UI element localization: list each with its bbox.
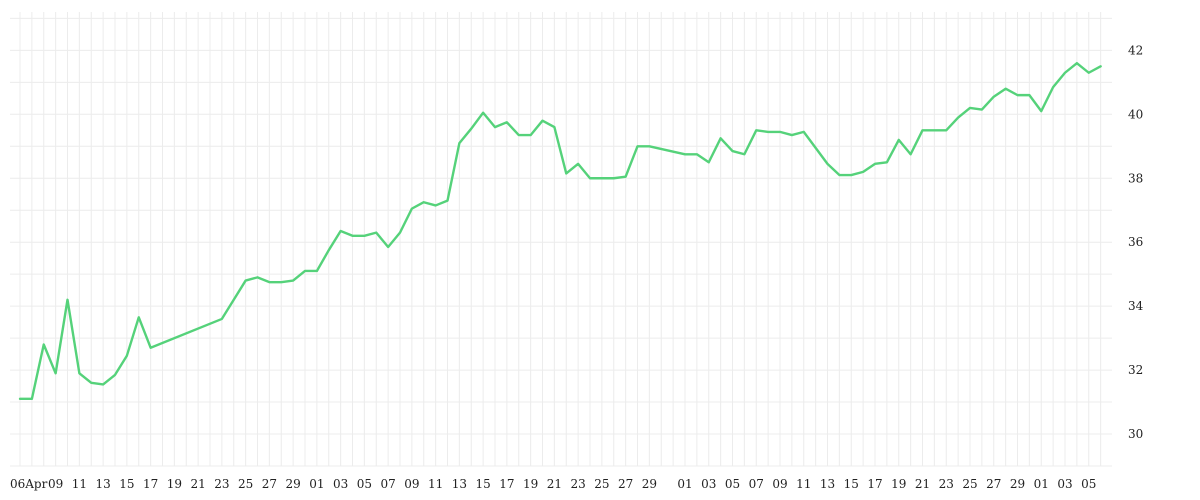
x-tick-label: 13 bbox=[820, 477, 835, 491]
x-tick-label: 17 bbox=[499, 477, 514, 491]
x-tick-label: 25 bbox=[962, 477, 977, 491]
x-tick-label: 07 bbox=[749, 477, 764, 491]
x-tick-label: 27 bbox=[618, 477, 633, 491]
x-tick-label: 19 bbox=[891, 477, 906, 491]
x-tick-label: 29 bbox=[285, 477, 300, 491]
y-tick-label: 32 bbox=[1128, 363, 1143, 377]
y-tick-label: 40 bbox=[1128, 107, 1143, 121]
x-tick-label: 03 bbox=[1057, 477, 1072, 491]
x-tick-label: 03 bbox=[333, 477, 348, 491]
y-tick-label: 42 bbox=[1128, 43, 1143, 57]
x-tick-label: 09 bbox=[772, 477, 787, 491]
x-tick-label: 27 bbox=[262, 477, 277, 491]
x-tick-label: 06Apr bbox=[10, 477, 48, 491]
x-tick-label: 03 bbox=[701, 477, 716, 491]
x-tick-label: 17 bbox=[143, 477, 158, 491]
x-tick-label: 11 bbox=[72, 477, 87, 491]
x-tick-label: 27 bbox=[986, 477, 1001, 491]
x-tick-label: 05 bbox=[725, 477, 740, 491]
x-tick-label: 11 bbox=[796, 477, 811, 491]
x-tick-label: 05 bbox=[1081, 477, 1096, 491]
x-tick-label: 15 bbox=[475, 477, 490, 491]
x-tick-label: 05 bbox=[357, 477, 372, 491]
y-axis: 30 32 34 36 38 40 42 bbox=[1128, 43, 1144, 441]
x-tick-label: 21 bbox=[190, 477, 205, 491]
x-tick-label: 13 bbox=[452, 477, 467, 491]
x-tick-label: 19 bbox=[167, 477, 182, 491]
x-tick-label: 29 bbox=[642, 477, 657, 491]
x-tick-label: 15 bbox=[844, 477, 859, 491]
x-tick-label: 29 bbox=[1010, 477, 1025, 491]
x-tick-label: 09 bbox=[404, 477, 419, 491]
x-tick-label: 01 bbox=[309, 477, 324, 491]
x-tick-label: 25 bbox=[238, 477, 253, 491]
x-tick-label: 01 bbox=[1034, 477, 1049, 491]
x-tick-label: 11 bbox=[428, 477, 443, 491]
y-tick-label: 38 bbox=[1128, 171, 1143, 185]
x-tick-label: 01 bbox=[677, 477, 692, 491]
series-layer bbox=[18, 61, 1102, 401]
x-tick-label: 13 bbox=[95, 477, 110, 491]
x-tick-label: 17 bbox=[867, 477, 882, 491]
x-tick-label: 21 bbox=[547, 477, 562, 491]
grid bbox=[10, 12, 1112, 467]
x-tick-label: 15 bbox=[119, 477, 134, 491]
y-tick-label: 36 bbox=[1128, 235, 1143, 249]
x-tick-label: 23 bbox=[570, 477, 585, 491]
x-tick-label: 23 bbox=[939, 477, 954, 491]
y-tick-label: 30 bbox=[1128, 427, 1143, 441]
x-tick-label: 23 bbox=[214, 477, 229, 491]
x-axis: 06Apr 09 11 13 15 17 19 21 23 25 27 29 01 03 05 07 09 11 1… bbox=[10, 477, 1096, 491]
x-tick-label: 19 bbox=[523, 477, 538, 491]
x-tick-label: 25 bbox=[594, 477, 609, 491]
series-line bbox=[18, 61, 1102, 401]
y-tick-label: 34 bbox=[1128, 299, 1144, 313]
x-tick-label: 09 bbox=[48, 477, 63, 491]
x-tick-label: 07 bbox=[380, 477, 395, 491]
x-tick-label: 21 bbox=[915, 477, 930, 491]
